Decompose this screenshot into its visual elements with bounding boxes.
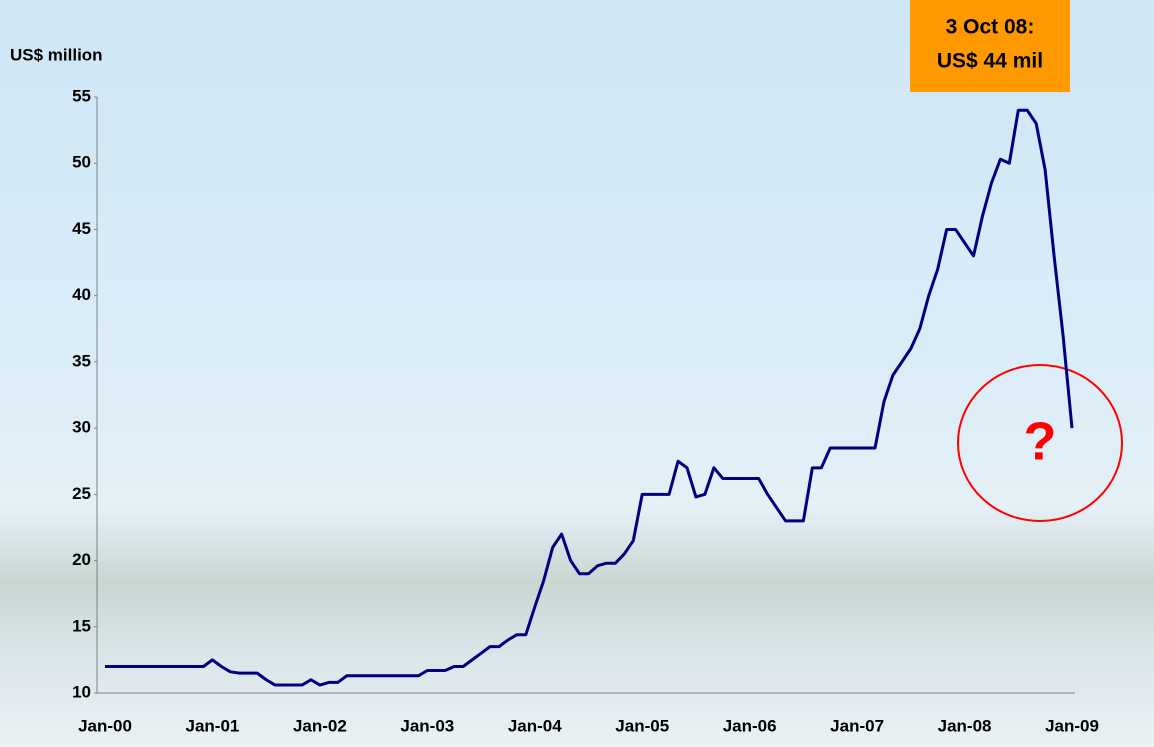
- annotation-text: US$ 44 mil: [937, 50, 1043, 73]
- x-tick-label: Jan-02: [293, 716, 347, 735]
- y-tick-label: 25: [72, 484, 91, 503]
- x-tick-label: Jan-07: [830, 716, 884, 735]
- x-tick-label: Jan-06: [723, 716, 777, 735]
- x-tick-label: Jan-04: [508, 716, 562, 735]
- y-tick-label: 45: [72, 219, 91, 238]
- x-tick-label: Jan-09: [1045, 716, 1099, 735]
- x-tick-label: Jan-08: [938, 716, 992, 735]
- callout-circle: [957, 364, 1123, 522]
- y-tick-label: 20: [72, 550, 91, 569]
- annotation-box: [910, 0, 1070, 92]
- y-tick-label: 10: [72, 682, 91, 701]
- data-line: [105, 108, 1074, 687]
- y-tick-label: 55: [72, 86, 91, 105]
- y-tick-label: 30: [72, 418, 91, 437]
- x-tick-label: Jan-01: [186, 716, 240, 735]
- y-tick-label: 40: [72, 285, 91, 304]
- x-tick-label: Jan-00: [78, 716, 132, 735]
- callout-text: ?: [1024, 411, 1057, 471]
- y-tick-label: 15: [72, 616, 91, 635]
- y-tick-label: 50: [72, 153, 91, 172]
- x-tick-label: Jan-03: [400, 716, 454, 735]
- x-tick-label: Jan-05: [615, 716, 669, 735]
- annotation-text: 3 Oct 08:: [946, 16, 1035, 39]
- y-tick-label: 35: [72, 351, 91, 370]
- y-axis-label: US$ million: [10, 45, 103, 64]
